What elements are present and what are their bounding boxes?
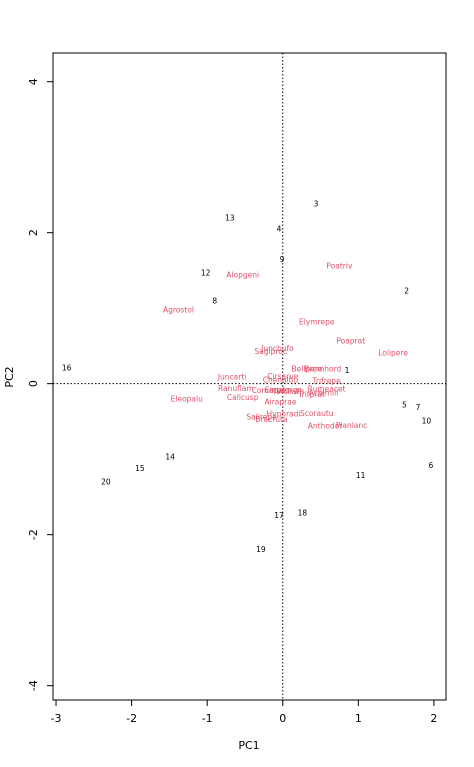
point-label: 4 (277, 225, 282, 234)
point-label: 8 (212, 296, 217, 305)
point-label: 15 (135, 464, 145, 473)
y-tick-label: -4 (27, 680, 40, 691)
point-label: Eleopalu (171, 395, 203, 404)
point-label: 11 (356, 471, 366, 480)
point-label: Bromhord (304, 364, 341, 373)
point-label: Comapalu (252, 386, 290, 395)
point-label: Anthodor (308, 422, 344, 431)
point-label: 1 (345, 366, 350, 375)
point-label: Rumeacet (308, 385, 346, 394)
point-label: Alopgeni (226, 271, 259, 280)
x-axis-title: PC1 (238, 739, 259, 752)
point-label: Vicilath (276, 387, 304, 396)
point-label: Ranuflam (218, 384, 254, 393)
point-label: Juncarti (217, 373, 247, 382)
point-label: 16 (62, 364, 72, 373)
point-label: Empenigr (265, 385, 302, 394)
point-label: 9 (280, 255, 285, 264)
y-tick-label: 0 (27, 380, 40, 387)
x-tick-label: -2 (126, 712, 137, 725)
y-tick-label: 4 (27, 78, 40, 85)
point-label: Poatriv (326, 262, 353, 271)
point-label: 7 (416, 403, 421, 412)
point-label: 3 (314, 200, 319, 209)
point-label: Callcusp (227, 393, 259, 402)
x-tick-label: -3 (51, 712, 62, 725)
x-tick-label: 0 (279, 712, 286, 725)
point-label: Juncbufo (260, 344, 294, 353)
point-label: Sagiproc (254, 347, 287, 356)
point-label: Bellpere (292, 364, 323, 373)
point-label: 6 (428, 461, 433, 470)
x-tick-label: -1 (202, 712, 213, 725)
point-label: Cirsarve (267, 372, 298, 381)
point-label: Chenalbu (263, 376, 299, 385)
point-label: 17 (274, 511, 284, 520)
point-label: 12 (201, 268, 211, 277)
point-label: Scorautu (300, 409, 334, 418)
point-label: Achimill (309, 388, 339, 397)
point-label: 5 (402, 401, 407, 410)
x-tick-label: 2 (430, 712, 437, 725)
point-label: Hyporadi (267, 410, 301, 419)
point-label: Salirepe (246, 413, 277, 422)
point-label: 2 (404, 287, 409, 296)
point-label: 14 (165, 453, 175, 462)
point-label: 19 (256, 545, 266, 554)
point-label: 18 (298, 509, 308, 518)
point-label: Planlanc (336, 421, 368, 430)
point-label: Airaprae (265, 398, 297, 407)
point-label: 13 (225, 213, 235, 222)
y-tick-label: 2 (27, 229, 40, 236)
y-tick-label: -2 (27, 529, 40, 540)
point-label: Bracruta (255, 415, 287, 424)
plot-frame (52, 52, 447, 701)
point-label: Trifrepe (311, 376, 341, 385)
x-tick-label: 1 (355, 712, 362, 725)
y-axis-title: PC2 (3, 366, 16, 387)
point-label: 10 (422, 416, 432, 425)
point-label: 20 (101, 478, 111, 487)
point-label: Poaprat (336, 336, 365, 345)
point-label: Agrostol (163, 305, 194, 314)
point-label: Elymrepe (299, 318, 335, 327)
point-label: Trifprat (297, 390, 325, 399)
point-label: Lolipere (378, 348, 408, 357)
